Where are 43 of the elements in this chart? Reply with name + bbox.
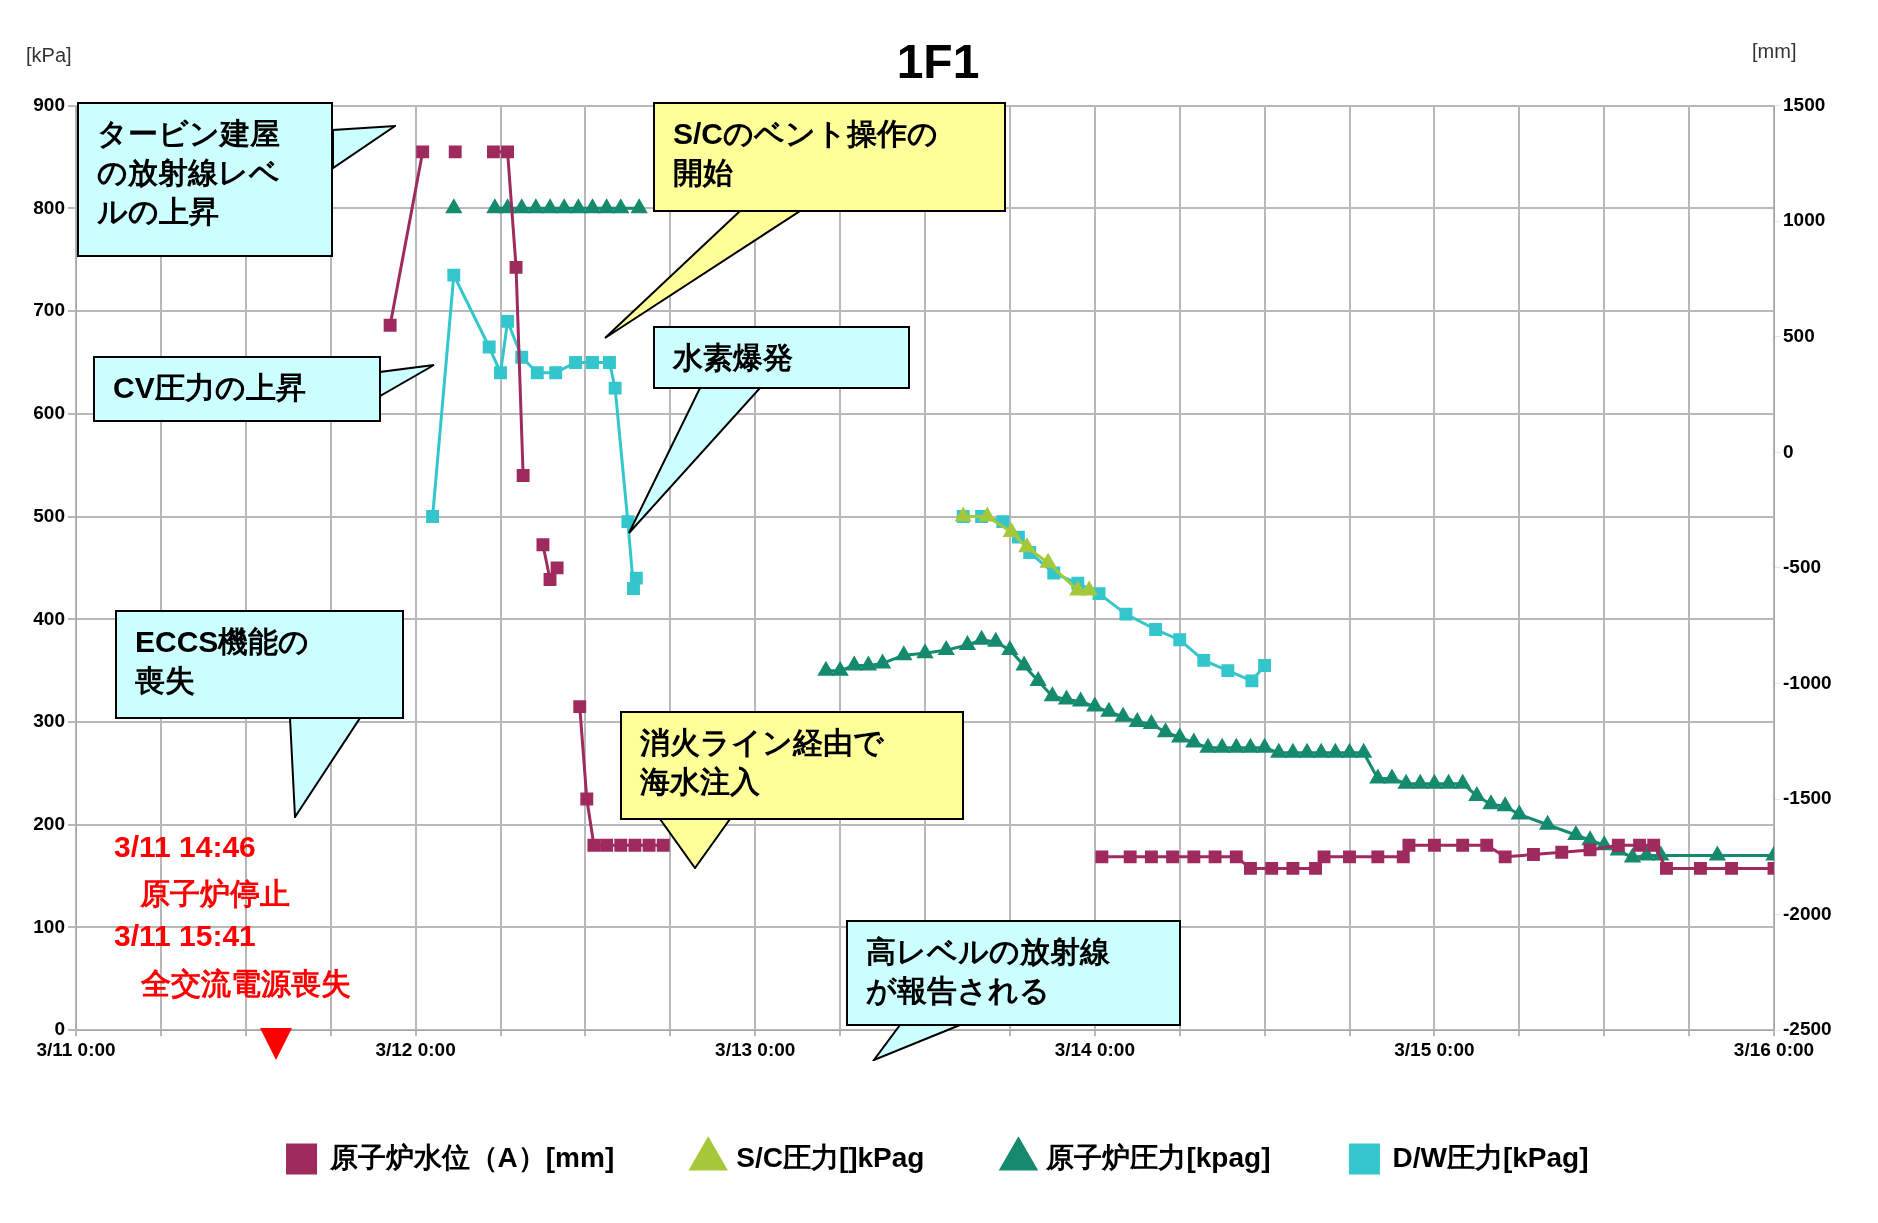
- y2-tick-label: -2500: [1783, 1018, 1832, 1040]
- annotation: 3/11 14:46: [114, 830, 256, 864]
- y-tick-label: 100: [33, 915, 65, 937]
- y2-tick-label: -1500: [1783, 787, 1832, 809]
- annotation: ECCS機能の喪失: [135, 624, 311, 699]
- chart-title: 1F1: [896, 35, 980, 89]
- y-tick-label: 900: [33, 93, 65, 115]
- y-tick-label: 200: [33, 812, 65, 834]
- y2-axis-title: [mm]: [1752, 40, 1797, 63]
- annotation: 高レベルの放射線が報告される: [866, 934, 1111, 1009]
- y2-tick-label: 1000: [1783, 209, 1826, 231]
- x-tick-label: 3/16 0:00: [1733, 1038, 1815, 1060]
- annotation: S/Cのベント操作の開始: [673, 116, 939, 191]
- y2-tick-label: 500: [1783, 324, 1815, 346]
- legend-label: S/C圧力[]kPag: [736, 1141, 925, 1173]
- annotation: 水素爆発: [673, 340, 794, 376]
- x-tick-label: 3/13 0:00: [715, 1038, 796, 1060]
- y-tick-label: 600: [33, 402, 65, 424]
- x-tick-label: 3/15 0:00: [1394, 1038, 1475, 1060]
- annotation: タービン建屋の放射線レベルの上昇: [97, 116, 280, 230]
- annotation: 消火ライン経由で海水注入: [640, 725, 885, 800]
- y-tick-label: 400: [33, 607, 65, 629]
- annotation: 原子炉停止: [140, 876, 290, 912]
- y-axis-title: [kPa]: [26, 44, 72, 67]
- y-tick-label: 700: [33, 299, 65, 321]
- annotation: 全交流電源喪失: [141, 966, 351, 1002]
- annotation: CV圧力の上昇: [113, 370, 307, 406]
- y2-tick-label: -500: [1783, 556, 1822, 578]
- y-tick-label: 800: [33, 196, 65, 218]
- y-tick-label: 300: [33, 710, 65, 732]
- legend-label: 原子炉水位（A）[mm]: [328, 1141, 615, 1173]
- legend-label: 原子炉圧力[kpag]: [1045, 1141, 1271, 1173]
- x-tick-label: 3/11 0:00: [36, 1038, 116, 1060]
- y2-tick-label: 1500: [1783, 93, 1826, 115]
- y2-tick-label: -1000: [1783, 671, 1832, 693]
- legend-label: D/W圧力[kPag]: [1392, 1141, 1589, 1173]
- y2-tick-label: 0: [1783, 440, 1794, 462]
- y-tick-label: 500: [33, 504, 65, 526]
- annotation: 3/11 15:41: [114, 919, 256, 953]
- x-tick-label: 3/12 0:00: [375, 1038, 456, 1060]
- x-tick-label: 3/14 0:00: [1054, 1038, 1135, 1060]
- y2-tick-label: -2000: [1783, 902, 1832, 924]
- y-tick-label: 0: [54, 1018, 65, 1040]
